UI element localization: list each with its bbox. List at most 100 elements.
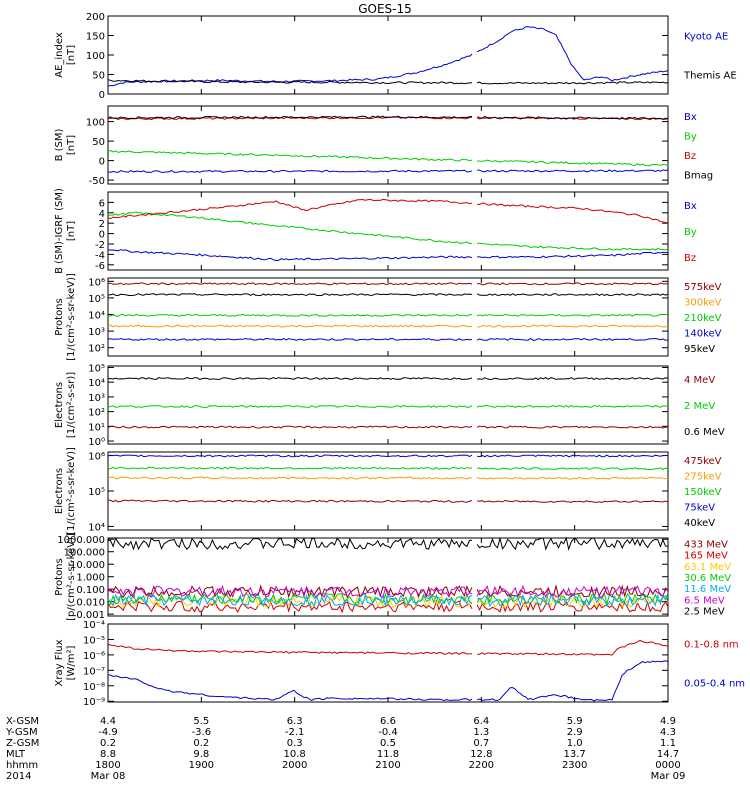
time-axis-value: 2.9 <box>567 727 583 738</box>
legend-entry: 2 MeV <box>684 401 715 412</box>
time-axis-value: 0.5 <box>380 738 396 749</box>
legend-entry: Bmag <box>684 170 713 181</box>
legend-entry: 300keV <box>684 297 722 308</box>
time-axis-value: 1800 <box>95 760 120 771</box>
legend-entry: 95keV <box>684 344 715 355</box>
y-tick-label: -4 <box>95 250 105 261</box>
series-line <box>108 293 669 297</box>
legend-entry: 4 MeV <box>684 375 715 386</box>
legend-entry: 75keV <box>684 503 715 514</box>
y-tick-label: 150 <box>86 32 105 43</box>
series-line <box>107 536 669 552</box>
time-axis-value: 2300 <box>562 760 587 771</box>
legend-entry: 140keV <box>684 329 722 340</box>
y-tick-label: 10⁰ <box>88 437 105 448</box>
legend-entry: Bx <box>684 112 697 123</box>
y-tick-label: 2 <box>99 219 105 230</box>
y-tick-label: 0 <box>99 230 105 241</box>
y-tick-label: 10⁵ <box>88 294 105 305</box>
y-tick-label: 10⁻⁵ <box>83 635 105 646</box>
y-axis-label: Protons <box>54 298 65 335</box>
y-axis-label: B (SM) <box>54 128 65 161</box>
y-tick-label: 200 <box>86 12 105 23</box>
legend-entry: 433 MeV <box>684 540 728 551</box>
panel-frame <box>107 623 669 703</box>
y-tick-label: 10¹ <box>88 422 105 433</box>
series-line <box>107 169 669 173</box>
time-axis-table: X-GSMY-GSMZ-GSMMLThhmm20144.4-4.90.28.81… <box>5 716 685 782</box>
y-tick-label: 0 <box>99 157 105 168</box>
time-axis-value: Mar 08 <box>91 771 126 782</box>
y-tick-label: 0.100 <box>76 585 105 596</box>
series-line <box>107 476 669 480</box>
y-tick-label: 6 <box>99 198 105 209</box>
time-axis-value: 9.8 <box>193 749 209 760</box>
legend-entry: 63.1 MeV <box>684 562 731 573</box>
series-line <box>107 584 669 599</box>
time-axis-value: 6.6 <box>380 716 396 727</box>
series-line <box>107 660 669 702</box>
y-tick-label: 10² <box>88 408 105 419</box>
y-axis-label: AE_index <box>54 32 65 78</box>
y-axis-units: [1/(cm²-s-sr-keV)] <box>66 273 77 361</box>
legend-entry: 30.6 MeV <box>684 573 731 584</box>
y-tick-label: 0 <box>99 90 105 101</box>
y-tick-label: 0.010 <box>76 598 105 609</box>
legend-entry: Themis AE <box>683 71 737 82</box>
y-tick-label: 10.000 <box>70 560 105 571</box>
series-line <box>107 115 669 120</box>
time-axis-row-label: X-GSM <box>6 716 39 727</box>
time-axis-value: -3.6 <box>192 727 212 738</box>
legend-entry: 0.1-0.8 nm <box>684 640 739 651</box>
time-axis-value: 0000 <box>655 760 680 771</box>
y-axis-label: Protons <box>54 558 65 595</box>
time-axis-value: 5.5 <box>193 716 209 727</box>
y-tick-label: -6 <box>95 261 105 272</box>
panel-frame <box>107 191 669 271</box>
y-tick-label: 50 <box>92 137 105 148</box>
time-axis-value: 2100 <box>375 760 400 771</box>
time-axis-value: 1.0 <box>567 738 583 749</box>
legend-entry: Bz <box>684 151 696 162</box>
time-axis-row-label: Z-GSM <box>6 738 39 749</box>
y-tick-label: 10⁻⁶ <box>83 651 105 662</box>
legend-entry: 275keV <box>684 471 722 482</box>
panel-frame <box>107 451 669 531</box>
y-tick-label: 1.000 <box>76 573 105 584</box>
time-axis-value: 10.8 <box>284 749 306 760</box>
panel-frame <box>107 277 669 357</box>
y-tick-label: 10⁻⁸ <box>83 682 105 693</box>
time-axis-value: 14.7 <box>657 749 679 760</box>
legend-entry: 6.5 MeV <box>684 595 725 606</box>
time-axis-value: 1.1 <box>660 738 676 749</box>
y-tick-label: 10⁵ <box>88 363 105 374</box>
y-tick-label: 10⁴ <box>88 311 105 322</box>
legend-entry: Bx <box>684 201 697 212</box>
series-line <box>107 404 669 408</box>
series-line <box>107 337 669 341</box>
time-axis-value: 11.8 <box>377 749 399 760</box>
y-tick-label: 1000.000 <box>57 535 105 546</box>
panel-frame <box>107 15 669 95</box>
y-tick-label: 10² <box>88 344 105 355</box>
time-axis-value: 12.8 <box>470 749 492 760</box>
y-axis-units: [nT] <box>66 221 77 241</box>
y-tick-label: 100 <box>86 118 105 129</box>
series-line <box>107 324 669 328</box>
y-tick-label: 10⁻⁴ <box>83 620 105 631</box>
legend-entry: Bz <box>684 253 696 264</box>
time-axis-row-label: 2014 <box>6 771 31 782</box>
y-axis-label: Xray Flux <box>54 639 65 686</box>
series-line <box>107 149 669 167</box>
time-axis-value: 0.7 <box>473 738 489 749</box>
series-line <box>107 313 669 317</box>
legend-entry: 2.5 MeV <box>684 606 725 617</box>
series-line <box>107 639 669 656</box>
series-line <box>107 454 669 458</box>
legend-entry: 11.6 MeV <box>684 584 731 595</box>
y-axis-units: [1/(cm²-s-sr-keV)] <box>66 447 77 535</box>
y-tick-label: -50 <box>89 176 105 187</box>
panel-5: 10⁰ 10¹ 10² 10³ 10⁴ 10⁵ Electrons [1/(cm²-s-sr)… <box>54 363 725 448</box>
